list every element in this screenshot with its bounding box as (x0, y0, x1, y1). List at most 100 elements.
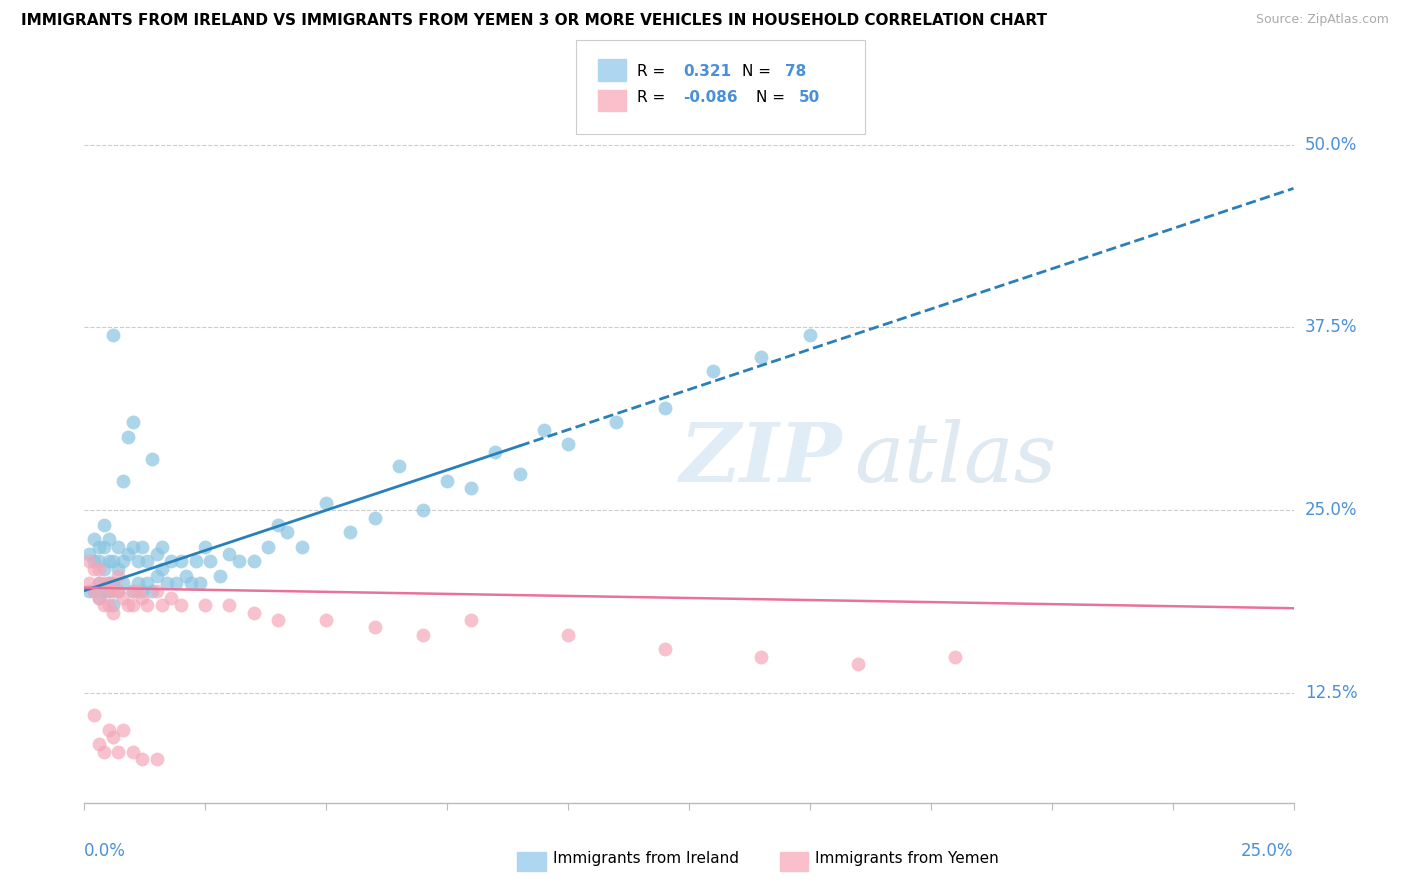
Text: Immigrants from Yemen: Immigrants from Yemen (815, 852, 1000, 866)
Point (83, 583, 105, 598)
Point (103, 606, 125, 620)
Point (87, 562, 110, 576)
Text: N =: N = (742, 64, 772, 78)
Text: 37.5%: 37.5% (1305, 318, 1357, 336)
Point (97, 533, 120, 547)
Point (180, 576, 202, 591)
Point (127, 576, 149, 591)
Point (155, 576, 177, 591)
Point (702, 364, 724, 378)
Point (136, 576, 159, 591)
Point (242, 606, 264, 620)
Point (77, 583, 100, 598)
Point (107, 562, 129, 576)
Point (484, 444, 506, 458)
Point (83, 562, 105, 576)
Point (131, 752, 153, 766)
Point (131, 591, 153, 605)
Text: 12.5%: 12.5% (1305, 684, 1357, 702)
Point (146, 547, 169, 561)
Point (160, 554, 183, 568)
Point (654, 642, 676, 657)
Point (943, 649, 966, 664)
Point (87, 591, 110, 605)
Point (97, 576, 120, 591)
Point (121, 583, 143, 598)
Point (267, 613, 290, 627)
Point (150, 562, 173, 576)
Point (103, 327, 125, 342)
Point (170, 554, 193, 568)
Point (141, 583, 163, 598)
Point (194, 599, 217, 613)
Point (112, 723, 135, 737)
Point (121, 583, 143, 598)
Point (121, 540, 143, 554)
Point (174, 569, 197, 583)
Point (103, 554, 125, 568)
Text: Immigrants from Ireland: Immigrants from Ireland (553, 852, 738, 866)
Point (242, 554, 264, 568)
Point (388, 459, 411, 474)
Point (460, 613, 482, 627)
Point (799, 327, 821, 342)
Point (103, 576, 125, 591)
Point (87, 576, 110, 591)
Point (121, 745, 143, 759)
Point (112, 591, 135, 605)
Point (257, 540, 280, 554)
Point (87, 540, 110, 554)
Point (97, 583, 120, 598)
Point (208, 569, 231, 583)
Point (194, 540, 217, 554)
Point (112, 474, 135, 488)
Point (460, 481, 482, 495)
Text: 0.321: 0.321 (683, 64, 731, 78)
Point (97, 599, 120, 613)
Point (165, 576, 187, 591)
Text: 50.0%: 50.0% (1305, 136, 1357, 153)
Text: IMMIGRANTS FROM IRELAND VS IMMIGRANTS FROM YEMEN 3 OR MORE VEHICLES IN HOUSEHOLD: IMMIGRANTS FROM IRELAND VS IMMIGRANTS FR… (21, 13, 1047, 29)
Point (103, 730, 125, 744)
Point (87, 554, 110, 568)
Point (363, 620, 385, 634)
Point (654, 401, 676, 415)
Point (87, 591, 110, 605)
Point (557, 627, 579, 641)
Point (93, 745, 115, 759)
Point (412, 503, 434, 517)
Text: 25.0%: 25.0% (1241, 842, 1294, 860)
Point (107, 569, 129, 583)
Point (146, 569, 169, 583)
Point (363, 510, 385, 524)
Point (170, 599, 193, 613)
Text: 25.0%: 25.0% (1305, 501, 1357, 519)
Point (93, 540, 115, 554)
Point (103, 583, 125, 598)
Point (87, 576, 110, 591)
Point (93, 599, 115, 613)
Point (160, 591, 183, 605)
Point (77, 554, 100, 568)
Point (141, 452, 163, 467)
Point (83, 554, 105, 568)
Point (412, 627, 434, 641)
Point (107, 745, 129, 759)
Point (93, 517, 115, 532)
Point (315, 496, 337, 510)
Point (751, 649, 773, 664)
Text: 50: 50 (799, 90, 820, 105)
Point (83, 708, 105, 723)
Point (97, 583, 120, 598)
Point (557, 437, 579, 451)
Point (136, 554, 159, 568)
Point (107, 583, 129, 598)
Point (97, 576, 120, 591)
Text: -0.086: -0.086 (683, 90, 738, 105)
Point (190, 576, 212, 591)
Text: 78: 78 (785, 64, 806, 78)
Text: Source: ZipAtlas.com: Source: ZipAtlas.com (1256, 13, 1389, 27)
Point (131, 583, 153, 598)
Point (436, 474, 458, 488)
Text: 0.0%: 0.0% (84, 842, 127, 860)
